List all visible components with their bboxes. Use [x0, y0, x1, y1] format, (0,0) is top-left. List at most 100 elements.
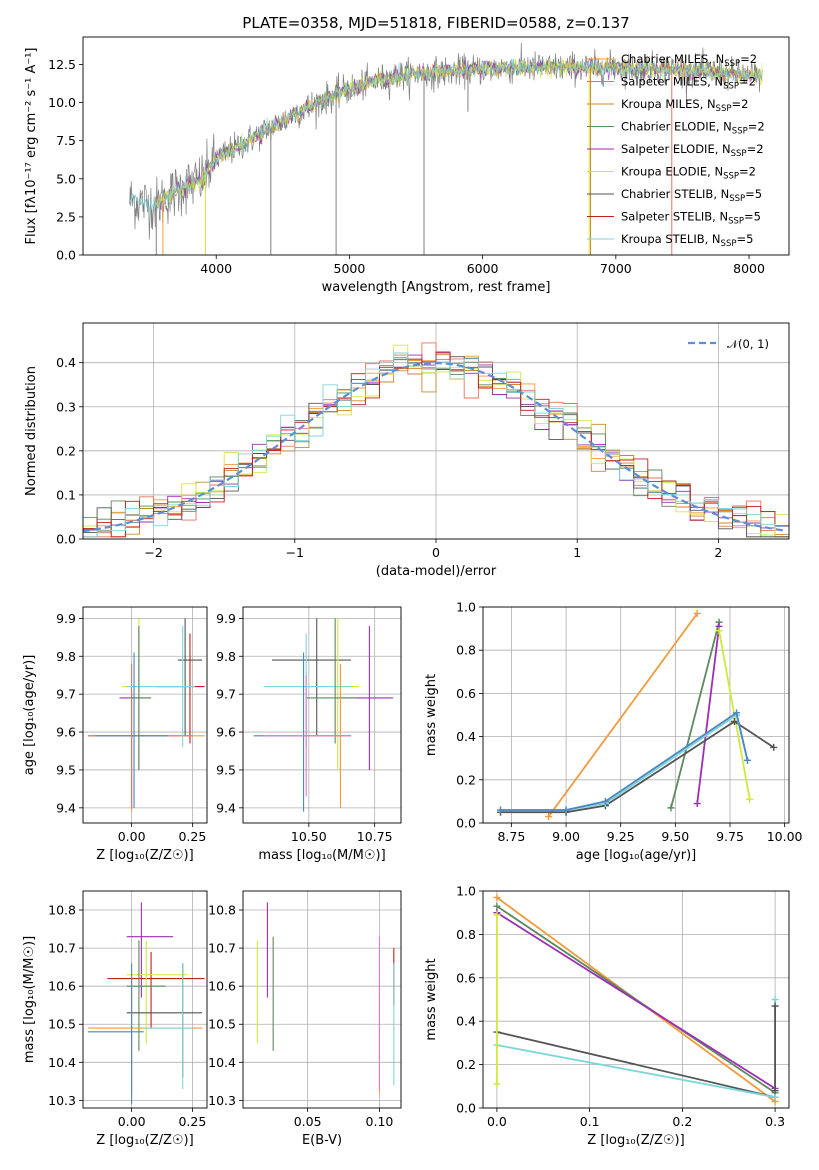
age_vs_mass-ytick-label: 9.8 [216, 649, 236, 664]
massweight_vs_age-marker [770, 743, 778, 751]
legend-label-sub: SSP [716, 104, 732, 114]
spectrum-xtick-label: 4000 [200, 261, 232, 276]
spectrum-lines [129, 42, 763, 255]
massweight_vs_age-xtick-label: 9.00 [552, 829, 580, 844]
massweight_vs_age-marker [667, 804, 675, 812]
age_vs_mass-ytick-label: 9.9 [216, 611, 236, 626]
residuals-ytick-label: 0.0 [56, 532, 76, 547]
massweight_vs_Z-xtick-label: 0.1 [580, 1114, 600, 1129]
massweight_vs_age-line [696, 626, 720, 804]
massweight_vs_Z-xtick-label: 0.2 [672, 1114, 692, 1129]
age_vs_mass-ytick-label: 9.5 [216, 762, 236, 777]
massweight_vs_age-ylabel: mass weight [424, 674, 439, 756]
mass_vs_Z-ytick-label: 10.7 [48, 941, 76, 956]
legend-label-sub: SSP [723, 172, 739, 182]
legend-label: Chabrier STELIB, NSSP=5 [621, 187, 762, 204]
mass_vs_ebv-errorbars [256, 902, 395, 1093]
residual-legend-label: 𝒩(0, 1) [727, 337, 769, 351]
residuals-axes: −2 −1 0 1 2 0.0 0.1 0.2 0.3 0.4 (data-model)/error… [24, 323, 789, 579]
legend-label: Salpeter MILES, NSSP=2 [621, 75, 756, 92]
massweight_vs_age-marker [693, 800, 701, 808]
residual-hist-kroupa_stelib [83, 352, 789, 538]
mass_vs_ebv-xlabel: E(B-V) [302, 1133, 342, 1148]
massweight_vs_age-ytick-label: 0.0 [456, 816, 476, 831]
residuals-xtick-label: −2 [144, 545, 162, 560]
spectrum-xtick-label: 5000 [334, 261, 366, 276]
massweight_vs_age-marker [496, 806, 504, 814]
legend-label-suffix: =5 [744, 210, 761, 224]
legend-label-sub: SSP [728, 217, 744, 227]
legend-label: Kroupa STELIB, NSSP=5 [621, 232, 753, 249]
residual-hist-salpeter_stelib [83, 352, 789, 538]
legend-label-sub: SSP [721, 239, 737, 249]
legend-label-sub: SSP [724, 59, 740, 69]
age_vs_Z-ytick-label: 9.8 [56, 649, 76, 664]
age_vs_mass-ytick-label: 9.6 [216, 725, 236, 740]
legend-label-name: Salpeter ELODIE, N [621, 142, 731, 156]
legend-label-suffix: =2 [740, 52, 757, 66]
spectrum-axes: 4000 5000 6000 7000 8000 0.0 2.5 5.0 7.5 10.0 12.5… [24, 48, 765, 296]
massweight_vs_Z-ytick-label: 0.2 [456, 1057, 476, 1072]
spectrum-ylabel: Flux [fλ10⁻¹⁷ erg cm⁻² s⁻¹ A⁻¹] [24, 48, 39, 245]
mass_vs_Z-ytick-label: 10.4 [48, 1055, 76, 1070]
mass_vs_Z-frame [82, 890, 208, 1109]
legend-label-suffix: =2 [739, 75, 756, 89]
legend-label-sub: SSP [732, 127, 748, 137]
massweight_vs_age-line [547, 612, 698, 818]
age_vs_Z-xlabel: Z [log₁₀(Z/Z☉)] [96, 848, 193, 863]
age_vs_Z-ytick-label: 9.7 [56, 687, 76, 702]
massweight_vs_Z-ytick-label: 0.8 [456, 927, 476, 942]
age_vs_Z-errorbars [87, 618, 205, 812]
mass_vs_ebv-ytick-label: 10.8 [208, 903, 236, 918]
legend-label-suffix: =2 [748, 120, 765, 134]
legend-label-suffix: =5 [736, 232, 753, 246]
massweight_vs_Z-marker [771, 1093, 779, 1101]
mass_vs_ebv-frame [242, 890, 402, 1109]
spectrum-ytick-label: 12.5 [48, 57, 76, 72]
age_vs_Z-ylabel: age [log₁₀(age/yr)] [22, 655, 37, 776]
legend-label-suffix: =2 [739, 165, 756, 179]
massweight_vs_age-marker [743, 756, 751, 764]
massweight_vs_age-xtick-label: 10.00 [767, 829, 803, 844]
residuals-xtick-label: 1 [573, 545, 581, 560]
legend-label-name: Salpeter MILES, N [621, 75, 723, 89]
spectrum-xtick-label: 6000 [467, 261, 499, 276]
mass_vs_Z-ytick-label: 10.8 [48, 903, 76, 918]
massweight_vs_age-line [500, 711, 749, 811]
massweight_vs_age-frame [482, 606, 790, 824]
residual-hist-salpeter_miles [83, 342, 789, 538]
spectrum-xtick-label: 7000 [600, 261, 632, 276]
massweight_vs_age-marker [545, 813, 553, 821]
massweight_vs_Z-ytick-label: 0.6 [456, 970, 476, 985]
spectrum-frame [82, 36, 790, 256]
age_vs_Z-axes: 0.00 0.25 9.4 9.5 9.6 9.7 9.8 9.9 Z [log₁₀(Z/Z☉)… [22, 607, 207, 863]
mass_vs_ebv-xtick-label: 0.10 [366, 1114, 394, 1129]
spectrum-xlabel: wavelength [Angstrom, rest frame] [322, 280, 551, 295]
spectrum-ytick-label: 10.0 [48, 95, 76, 110]
massweight_vs_Z-line [496, 911, 776, 1090]
massweight_vs_age-xtick-label: 8.75 [497, 829, 525, 844]
age_vs_Z-ytick-label: 9.5 [56, 762, 76, 777]
spectrum-ytick-label: 0.0 [56, 248, 76, 263]
massweight_vs_Z-marker [493, 911, 501, 919]
age_vs_Z-frame [82, 606, 208, 824]
massweight_vs_Z-xtick-label: 0.0 [487, 1114, 507, 1129]
massweight_vs_age-marker [562, 806, 570, 814]
mass_vs_ebv-xtick-label: 0.05 [294, 1114, 322, 1129]
spectrum-ytick-label: 7.5 [56, 133, 76, 148]
mass_vs_Z-xtick-label: 0.25 [178, 1114, 206, 1129]
massweight_vs_Z-ylabel: mass weight [424, 958, 439, 1040]
massweight_vs_age-xtick-label: 9.75 [716, 829, 744, 844]
mass_vs_Z-axes: 0.00 0.25 10.3 10.4 10.5 10.6 10.7 10.8 Z [log₁₀… [22, 891, 207, 1148]
residuals-ytick-label: 0.4 [56, 355, 76, 370]
residuals-xlabel: (data-model)/error [376, 564, 497, 579]
massweight_vs_age-line [500, 720, 775, 814]
legend-label-name: Kroupa ELODIE, N [621, 165, 723, 179]
age_vs_mass-xtick-label: 10.75 [357, 829, 393, 844]
mass_vs_ebv-ytick-label: 10.3 [208, 1093, 236, 1108]
massweight_vs_age-line [500, 713, 749, 811]
legend-label-suffix: =2 [747, 142, 764, 156]
residuals-xtick-label: 2 [714, 545, 722, 560]
legend-label-name: Salpeter STELIB, N [621, 210, 728, 224]
